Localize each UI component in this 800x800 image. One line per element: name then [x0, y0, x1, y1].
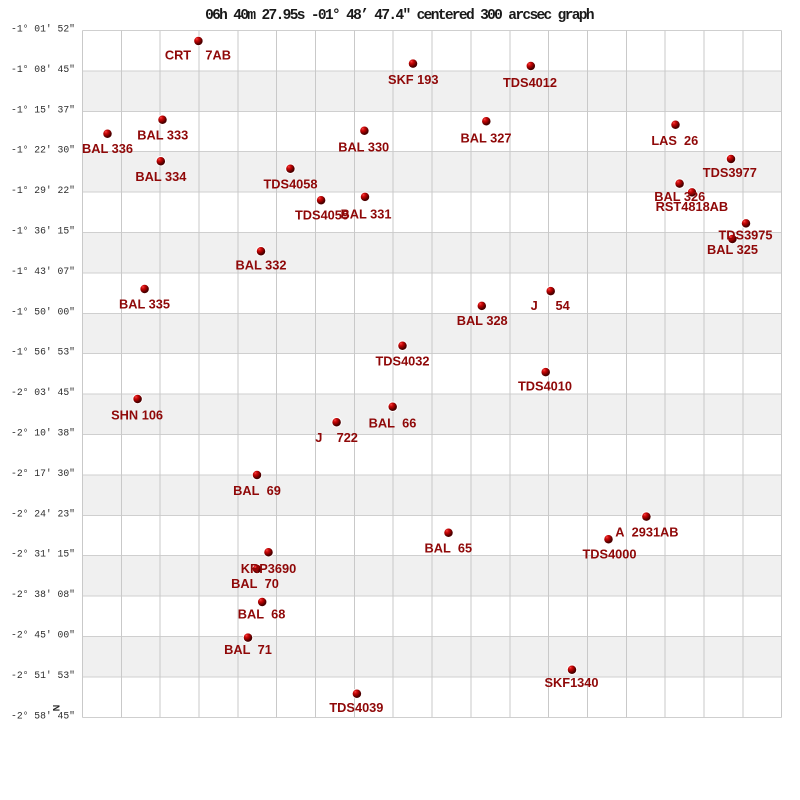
svg-text:BAL 68: BAL 68	[238, 607, 286, 622]
svg-text:TDS4010: TDS4010	[518, 379, 572, 394]
svg-text:BAL 327: BAL 327	[461, 130, 512, 145]
svg-text:BAL 332: BAL 332	[236, 257, 287, 272]
svg-text:BAL 71: BAL 71	[224, 642, 272, 657]
svg-text:TDS4000: TDS4000	[582, 546, 636, 561]
svg-text:-2° 17' 30": -2° 17' 30"	[11, 468, 75, 479]
svg-text:A 2931AB: A 2931AB	[615, 525, 678, 540]
svg-text:-1° 08' 45": -1° 08' 45"	[11, 64, 75, 75]
svg-text:TDS4039: TDS4039	[329, 700, 383, 715]
svg-text:-1° 22' 30": -1° 22' 30"	[11, 145, 75, 156]
svg-text:J 54: J 54	[531, 298, 571, 313]
svg-text:-1° 01' 52": -1° 01' 52"	[11, 24, 75, 35]
svg-text:-2° 51' 53": -2° 51' 53"	[11, 670, 75, 681]
svg-text:-2° 58' 45": -2° 58' 45"	[11, 710, 75, 721]
svg-text:-1° 15' 37": -1° 15' 37"	[11, 104, 75, 115]
svg-text:-1° 43' 07": -1° 43' 07"	[11, 266, 75, 277]
svg-text:-1° 56' 53": -1° 56' 53"	[11, 347, 75, 358]
svg-text:-2° 38' 08": -2° 38' 08"	[11, 589, 75, 600]
svg-text:TDS4058: TDS4058	[263, 177, 317, 192]
svg-text:BAL 334: BAL 334	[135, 169, 187, 184]
svg-text:BAL 331: BAL 331	[341, 207, 392, 222]
svg-text:-2° 03' 45": -2° 03' 45"	[11, 387, 75, 398]
svg-text:BAL 330: BAL 330	[338, 140, 389, 155]
svg-text:LAS 26: LAS 26	[651, 133, 698, 148]
svg-text:N: N	[51, 705, 61, 712]
svg-text:BAL 328: BAL 328	[457, 313, 508, 328]
svg-text:BAL 66: BAL 66	[369, 416, 417, 431]
svg-text:-2° 45' 00": -2° 45' 00"	[11, 630, 75, 641]
svg-text:BAL 65: BAL 65	[424, 541, 472, 556]
svg-text:BAL 336: BAL 336	[82, 141, 133, 156]
svg-text:SKF1340: SKF1340	[544, 675, 598, 690]
svg-text:-2° 24' 23": -2° 24' 23"	[11, 508, 75, 519]
svg-text:BAL 69: BAL 69	[233, 483, 281, 498]
svg-text:-2° 10' 38": -2° 10' 38"	[11, 428, 75, 439]
svg-text:BAL 325: BAL 325	[707, 242, 758, 257]
svg-text:TDS4059: TDS4059	[295, 207, 349, 222]
svg-text:KRP3690: KRP3690	[241, 561, 297, 576]
svg-text:TDS3975: TDS3975	[718, 227, 772, 242]
svg-text:BAL 70: BAL 70	[231, 576, 279, 591]
svg-text:TDS4012: TDS4012	[503, 75, 557, 90]
svg-text:TDS3977: TDS3977	[703, 165, 757, 180]
svg-text:-1° 29' 22": -1° 29' 22"	[11, 185, 75, 196]
svg-text:BAL 335: BAL 335	[119, 297, 170, 312]
svg-text:-1° 36' 15": -1° 36' 15"	[11, 226, 75, 237]
svg-text:-2° 31' 15": -2° 31' 15"	[11, 549, 75, 560]
svg-text:BAL 333: BAL 333	[137, 128, 188, 143]
svg-text:BAL 326: BAL 326	[654, 189, 705, 204]
svg-text:SKF 193: SKF 193	[388, 72, 439, 87]
svg-text:TDS4032: TDS4032	[375, 354, 429, 369]
svg-text:06h 40m 27.95s -01° 48’ 47.4": 06h 40m 27.95s -01° 48’ 47.4" centered 3…	[205, 8, 594, 24]
svg-text:CRT 7AB: CRT 7AB	[165, 47, 231, 62]
svg-text:-1° 50' 00": -1° 50' 00"	[11, 306, 75, 317]
svg-text:J 722: J 722	[315, 430, 358, 445]
svg-text:RST4818AB: RST4818AB	[656, 199, 729, 214]
svg-text:SHN 106: SHN 106	[111, 407, 163, 422]
